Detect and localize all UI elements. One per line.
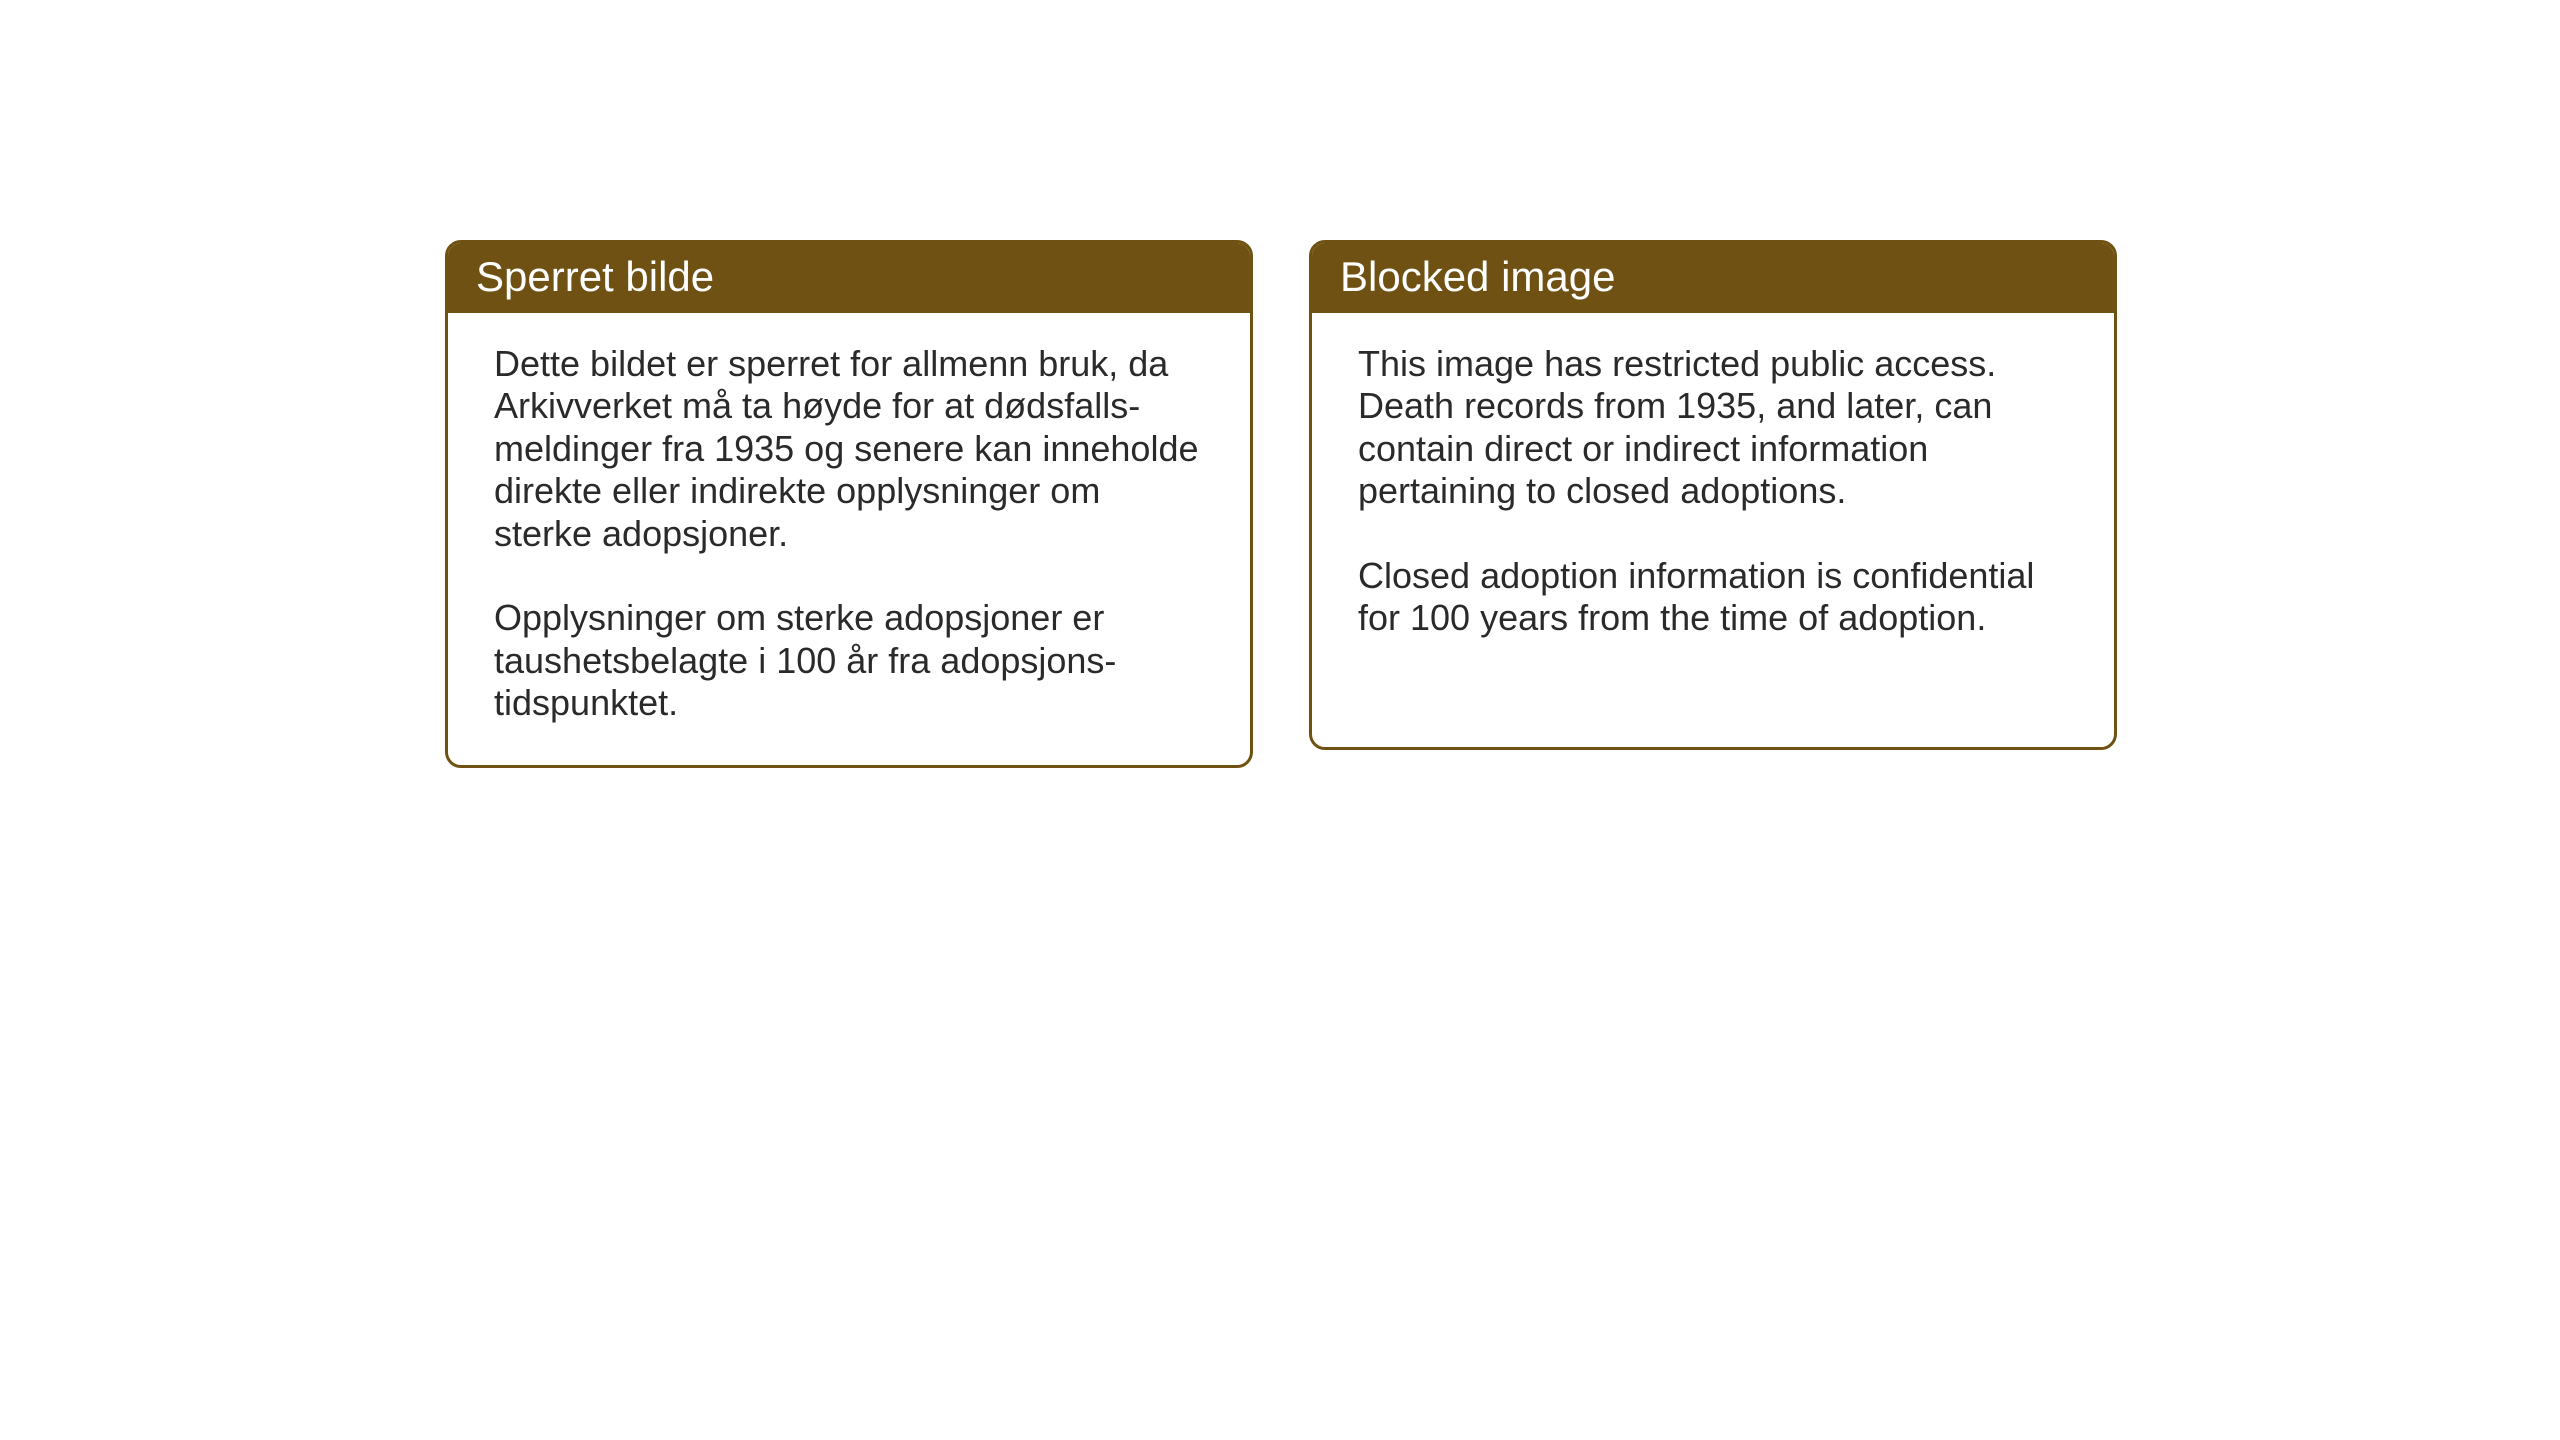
notice-header-english: Blocked image <box>1312 243 2114 313</box>
notice-paragraph-2-english: Closed adoption information is confident… <box>1358 555 2068 640</box>
notice-container: Sperret bilde Dette bildet er sperret fo… <box>445 240 2117 768</box>
notice-paragraph-1-english: This image has restricted public access.… <box>1358 343 2068 513</box>
notice-body-norwegian: Dette bildet er sperret for allmenn bruk… <box>448 313 1250 765</box>
notice-paragraph-2-norwegian: Opplysninger om sterke adopsjoner er tau… <box>494 597 1204 724</box>
notice-paragraph-1-norwegian: Dette bildet er sperret for allmenn bruk… <box>494 343 1204 555</box>
notice-header-norwegian: Sperret bilde <box>448 243 1250 313</box>
notice-box-norwegian: Sperret bilde Dette bildet er sperret fo… <box>445 240 1253 768</box>
notice-box-english: Blocked image This image has restricted … <box>1309 240 2117 750</box>
notice-body-english: This image has restricted public access.… <box>1312 313 2114 680</box>
